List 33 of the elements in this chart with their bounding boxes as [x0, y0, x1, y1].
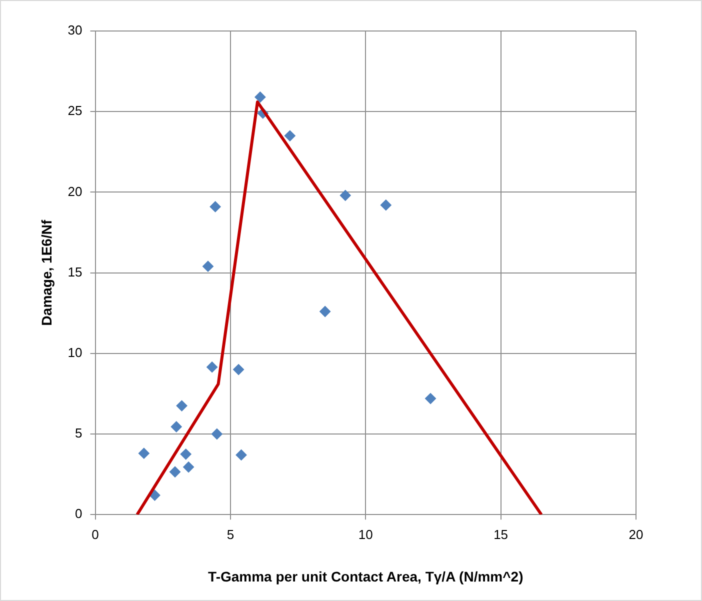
point — [236, 449, 247, 460]
y-tick-label: 0 — [75, 506, 82, 522]
point — [210, 201, 221, 212]
point — [254, 92, 266, 103]
point — [380, 200, 392, 211]
point — [183, 462, 194, 473]
x-tick-label: 5 — [226, 526, 234, 542]
point — [233, 364, 244, 376]
y-tick-label: 10 — [68, 344, 82, 360]
x-axis-title: T-Gamma per unit Contact Area, Tγ/A (N/mm^2) — [208, 568, 524, 584]
point — [425, 393, 436, 404]
point — [149, 490, 160, 501]
y-tick-label: 15 — [68, 264, 82, 280]
point — [320, 306, 331, 317]
point — [340, 190, 351, 201]
point — [206, 362, 218, 373]
x-tick-label: 20 — [628, 526, 644, 542]
x-tick-label: 10 — [358, 526, 373, 542]
x-tick-label: 15 — [494, 526, 508, 542]
point — [170, 466, 181, 478]
point — [180, 448, 192, 460]
point — [170, 421, 182, 432]
y-axis-title: Damage, 1E6/Nf — [38, 220, 54, 326]
y-tick-label: 5 — [75, 426, 82, 441]
y-tick-label: 30 — [68, 22, 82, 38]
point — [176, 400, 188, 412]
y-tick-label: 20 — [68, 184, 82, 199]
point — [138, 448, 150, 459]
y-tick-label: 25 — [68, 103, 82, 118]
x-tick-label: 0 — [92, 526, 99, 542]
point — [211, 428, 222, 440]
point — [202, 260, 214, 272]
point — [284, 130, 296, 142]
